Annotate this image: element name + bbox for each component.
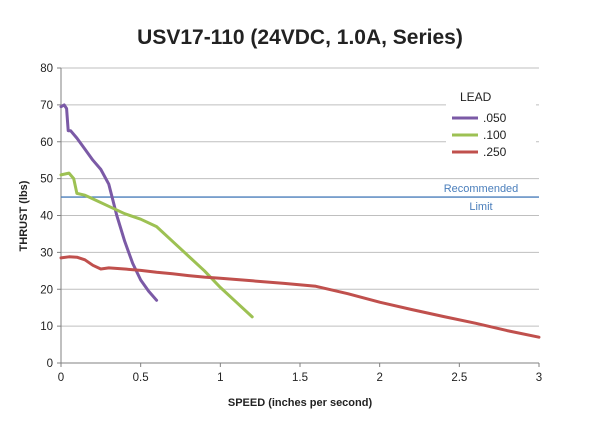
x-tick-label: 2 (376, 372, 382, 384)
y-tick-label: 10 (40, 321, 53, 333)
x-axis-title: SPEED (inches per second) (228, 397, 373, 409)
recommended-limit: Recommended Limit (61, 183, 539, 213)
y-axis-title: THRUST (lbs) (18, 180, 30, 251)
y-tick-label: 60 (40, 137, 53, 149)
series-lines (59, 103, 541, 339)
legend-background (446, 86, 536, 162)
x-tick-label: 0 (58, 372, 64, 384)
legend-label: .250 (483, 145, 507, 159)
recommended-limit-label-line2: Limit (469, 201, 492, 213)
legend: LEAD .050 .100 .250 (446, 86, 536, 162)
y-tick-label: 0 (47, 358, 53, 370)
legend-label: .050 (483, 111, 507, 125)
series-line-050 (59, 103, 159, 302)
y-tick-label: 80 (40, 63, 53, 75)
x-tick-label: 1.5 (292, 372, 308, 384)
y-tick-label: 20 (40, 284, 53, 296)
legend-title: LEAD (460, 90, 492, 104)
chart-title: USV17-110 (24VDC, 1.0A, Series) (137, 26, 463, 49)
y-tick-label: 30 (40, 247, 53, 259)
series-line-250 (59, 255, 541, 339)
y-tick-label: 40 (40, 211, 53, 223)
y-axis-ticks: 0 10 20 30 40 50 60 70 80 (40, 63, 61, 370)
x-axis-ticks: 0 0.5 1 1.5 2 2.5 3 (58, 363, 542, 384)
y-tick-label: 70 (40, 100, 53, 112)
y-tick-label: 50 (40, 174, 53, 186)
legend-label: .100 (483, 128, 507, 142)
x-tick-label: 3 (536, 372, 542, 384)
series-line-100 (59, 171, 254, 319)
recommended-limit-label: Recommended (444, 183, 519, 195)
x-tick-label: 2.5 (451, 372, 467, 384)
x-tick-label: 1 (217, 372, 223, 384)
x-tick-label: 0.5 (133, 372, 149, 384)
grid-lines (61, 67, 539, 327)
